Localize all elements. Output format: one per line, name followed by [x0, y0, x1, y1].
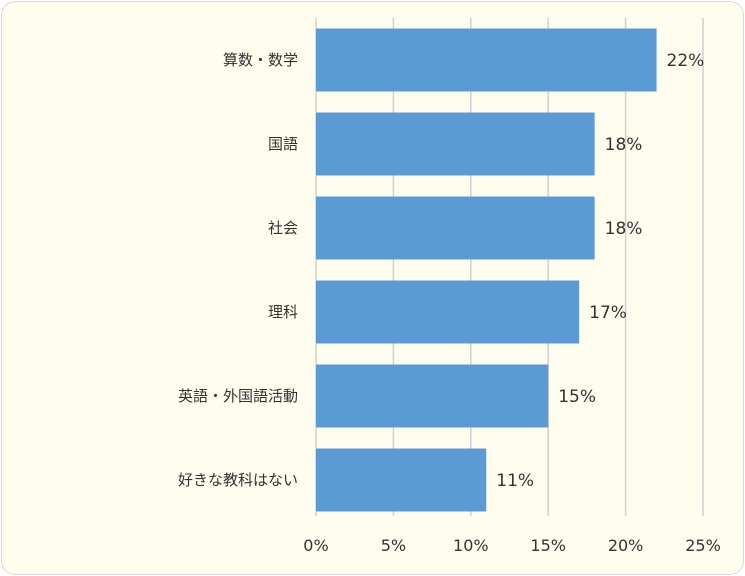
bar — [316, 364, 549, 428]
data-label: 15% — [558, 387, 596, 407]
category-label: 算数・数学 — [223, 51, 298, 69]
data-label: 22% — [667, 51, 705, 71]
data-label: 18% — [605, 219, 643, 239]
category-label: 社会 — [268, 219, 298, 237]
data-label: 18% — [605, 135, 643, 155]
bar — [316, 112, 595, 176]
x-tick-label: 0% — [303, 536, 328, 555]
data-label: 17% — [589, 303, 627, 323]
data-label: 11% — [496, 471, 534, 491]
x-tick-label: 15% — [530, 536, 566, 555]
bar — [316, 280, 580, 344]
x-tick-label: 10% — [453, 536, 489, 555]
bar — [316, 28, 657, 92]
category-label: 国語 — [268, 135, 298, 153]
category-label: 理科 — [268, 303, 298, 321]
bars — [316, 28, 657, 512]
x-tick-labels: 0% 5% 10% 15% 20% 25% — [303, 536, 720, 555]
gridlines — [315, 18, 704, 516]
x-tick-label: 5% — [381, 536, 406, 555]
bar — [316, 196, 595, 260]
category-label: 英語・外国語活動 — [178, 387, 298, 405]
x-tick-label: 25% — [685, 536, 721, 555]
category-label: 好きな教科はない — [178, 471, 298, 489]
data-labels: 22% 18% 18% 17% 15% 11% — [496, 51, 704, 491]
bar — [316, 448, 487, 512]
x-tick-label: 20% — [608, 536, 644, 555]
